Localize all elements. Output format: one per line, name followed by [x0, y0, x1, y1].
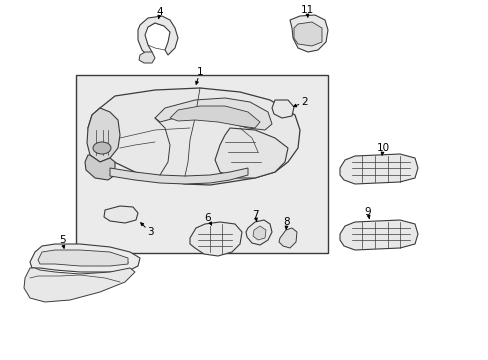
Polygon shape: [293, 22, 321, 46]
Polygon shape: [88, 88, 299, 185]
Polygon shape: [271, 100, 293, 118]
Polygon shape: [38, 250, 128, 266]
Polygon shape: [85, 155, 115, 180]
Text: 1: 1: [196, 67, 203, 77]
Text: 3: 3: [146, 227, 153, 237]
Polygon shape: [339, 220, 417, 250]
Polygon shape: [279, 228, 296, 248]
Polygon shape: [190, 222, 242, 256]
Text: 9: 9: [364, 207, 370, 217]
Polygon shape: [24, 268, 135, 302]
Polygon shape: [138, 16, 178, 56]
Polygon shape: [252, 226, 265, 240]
Polygon shape: [245, 220, 271, 245]
Polygon shape: [104, 206, 138, 223]
Text: 6: 6: [204, 213, 211, 223]
Polygon shape: [339, 154, 417, 184]
Text: 10: 10: [376, 143, 389, 153]
Polygon shape: [139, 52, 155, 63]
Text: 11: 11: [300, 5, 313, 15]
Polygon shape: [87, 108, 120, 162]
Text: 8: 8: [283, 217, 290, 227]
Polygon shape: [215, 128, 287, 178]
Polygon shape: [30, 244, 140, 272]
Polygon shape: [289, 15, 327, 52]
Ellipse shape: [93, 142, 111, 154]
Bar: [76, 75, 327, 253]
Polygon shape: [110, 168, 247, 184]
Text: 5: 5: [59, 235, 65, 245]
Text: 2: 2: [301, 97, 307, 107]
Polygon shape: [155, 98, 271, 130]
Text: 7: 7: [251, 210, 258, 220]
Text: 4: 4: [156, 7, 163, 17]
Polygon shape: [170, 106, 260, 128]
